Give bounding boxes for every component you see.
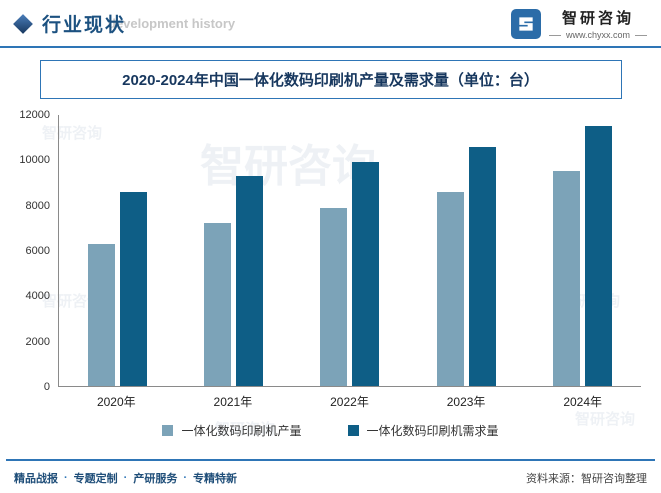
bar-group — [320, 115, 380, 386]
x-tick-label: 2021年 — [213, 395, 253, 409]
bar — [352, 162, 380, 386]
footer: 精品战报 · 专题定制 · 产研服务 · 专精特新 资料来源：智研咨询整理 — [0, 459, 661, 493]
bar — [468, 146, 496, 386]
legend-label: 一体化数码印刷机产量 — [181, 424, 302, 438]
legend-swatch — [162, 425, 174, 436]
bar — [87, 243, 115, 386]
y-tick-label: 4000 — [25, 290, 50, 303]
bar-group — [87, 115, 147, 386]
legend-item: 一体化数码印刷机需求量 — [347, 422, 499, 439]
brand-name: 智研咨询 — [561, 10, 634, 27]
y-tick-label: 6000 — [25, 245, 50, 257]
source-note: 资料来源：智研咨询整理 — [526, 473, 647, 485]
y-axis: 0 2000 4000 6000 8000 10000 12000 — [10, 109, 58, 393]
bar-group — [553, 115, 613, 386]
footer-tag: 产研服务 — [133, 473, 178, 485]
plot-area — [58, 115, 641, 387]
legend: 一体化数码印刷机产量 一体化数码印刷机需求量 — [0, 422, 661, 439]
x-tick-label: 2022年 — [330, 395, 369, 409]
bar — [320, 207, 348, 386]
diamond-icon — [13, 13, 33, 34]
bar — [436, 191, 464, 386]
bar — [553, 171, 581, 386]
bar — [119, 191, 147, 386]
separator: · — [64, 472, 68, 484]
chart-title: 2020-2024年中国一体化数码印刷机产量及需求量（单位：台） — [39, 60, 622, 99]
x-tick-label: 2023年 — [446, 395, 486, 409]
bar-group — [204, 115, 264, 386]
footer-tag: 专题定制 — [73, 473, 118, 485]
x-axis: 2020年 2021年 2022年 2023年 2024年 — [58, 393, 641, 410]
y-tick-label: 0 — [43, 381, 50, 393]
separator: · — [183, 472, 188, 484]
bar — [585, 126, 613, 386]
chart-title-text: 2020-2024年中国一体化数码印刷机产量及需求量（单位：台） — [122, 72, 539, 89]
footer-tag: 专精特新 — [193, 473, 238, 485]
y-tick-label: 8000 — [25, 199, 50, 212]
brand: 智研咨询 www.chyxx.com — [510, 7, 647, 40]
legend-swatch — [347, 425, 359, 436]
y-tick-label: 2000 — [25, 335, 50, 348]
bar — [236, 175, 264, 386]
separator: · — [123, 472, 128, 484]
y-tick-label: 10000 — [19, 154, 50, 167]
x-tick-label: 2020年 — [96, 395, 136, 409]
rule-left — [548, 34, 561, 36]
rule-right — [635, 34, 647, 36]
page-title: 行业现状 — [42, 15, 127, 36]
footer-divider — [6, 459, 655, 461]
brand-logo-icon — [510, 8, 541, 39]
x-tick-label: 2024年 — [563, 395, 603, 409]
bar-group — [436, 115, 496, 386]
legend-label: 一体化数码印刷机需求量 — [366, 424, 499, 438]
footer-tag: 精品战报 — [14, 473, 58, 485]
footer-tagline: 精品战报 · 专题定制 · 产研服务 · 专精特新 — [14, 470, 237, 486]
header-watermark: development history — [108, 16, 236, 31]
header: development history 行业现状 智研咨询 www.chyxx.… — [0, 0, 661, 48]
legend-item: 一体化数码印刷机产量 — [162, 422, 302, 439]
brand-url: www.chyxx.com — [565, 30, 630, 40]
chart: 0 2000 4000 6000 8000 10000 12000 2020年 2021年 20… — [10, 109, 641, 410]
y-tick-label: 12000 — [19, 109, 50, 121]
bar — [204, 223, 232, 386]
